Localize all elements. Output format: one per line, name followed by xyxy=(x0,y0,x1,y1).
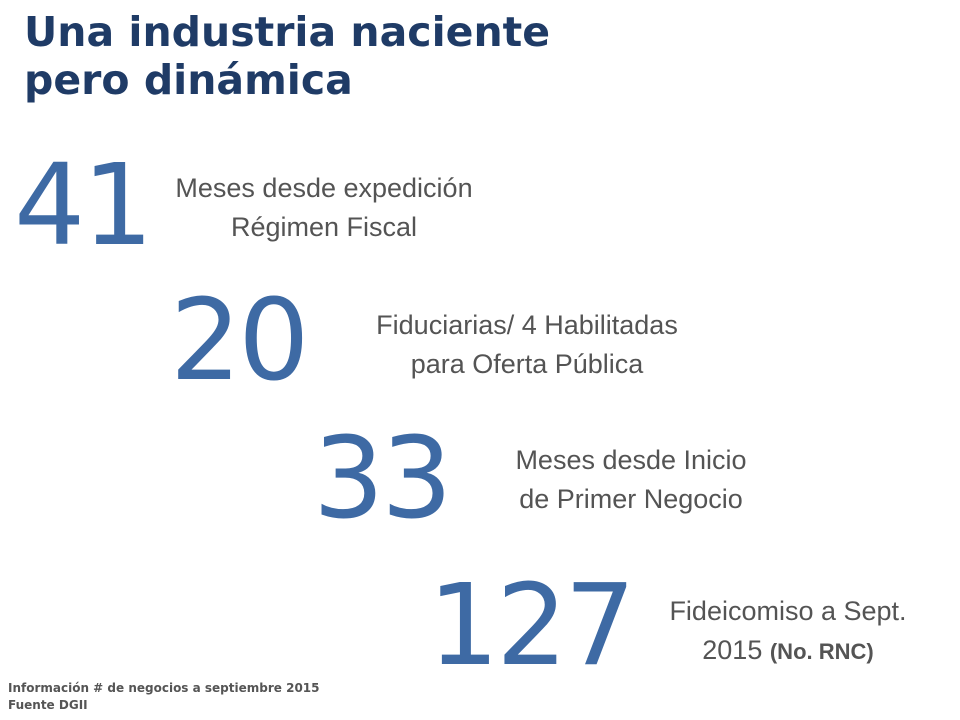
stat-description: Fideicomiso a Sept. 2015 (No. RNC) xyxy=(640,592,936,671)
stat-description-line-2: 2015 (No. RNC) xyxy=(640,631,936,671)
footnote-source: Fuente DGII xyxy=(8,698,88,712)
stat-description: Fiduciarias/ 4 Habilitadas para Oferta P… xyxy=(346,306,708,384)
slide-title: Una industria naciente pero dinámica xyxy=(24,8,584,104)
stat-description-line-2: de Primer Negocio xyxy=(519,484,743,514)
stat-description-line-1: Meses desde expedición xyxy=(175,173,473,203)
stat-description-year: 2015 xyxy=(702,635,763,665)
stat-number: 20 xyxy=(170,276,310,406)
rnc-note: (No. RNC) xyxy=(769,639,874,664)
footnote-info: Información # de negocios a septiembre 2… xyxy=(8,681,320,695)
stat-description-line-1: Fiduciarias/ 4 Habilitadas xyxy=(376,310,678,340)
slide-title-line-1: Una industria naciente xyxy=(24,8,551,56)
stat-description-line-2: para Oferta Pública xyxy=(410,349,644,379)
stat-description-line-1: Fideicomiso a Sept. xyxy=(669,596,907,626)
stat-description: Meses desde expedición Régimen Fiscal xyxy=(146,169,502,247)
slide-title-line-2: pero dinámica xyxy=(24,56,353,104)
stat-number: 33 xyxy=(313,414,453,544)
stat-description-line-1: Meses desde Inicio xyxy=(515,445,747,475)
stat-description: Meses desde Inicio de Primer Negocio xyxy=(486,441,776,519)
stat-number: 127 xyxy=(428,561,636,691)
stat-description-line-2: Régimen Fiscal xyxy=(230,212,418,242)
footnote: Información # de negocios a septiembre 2… xyxy=(8,680,320,714)
stat-number: 41 xyxy=(14,141,154,271)
